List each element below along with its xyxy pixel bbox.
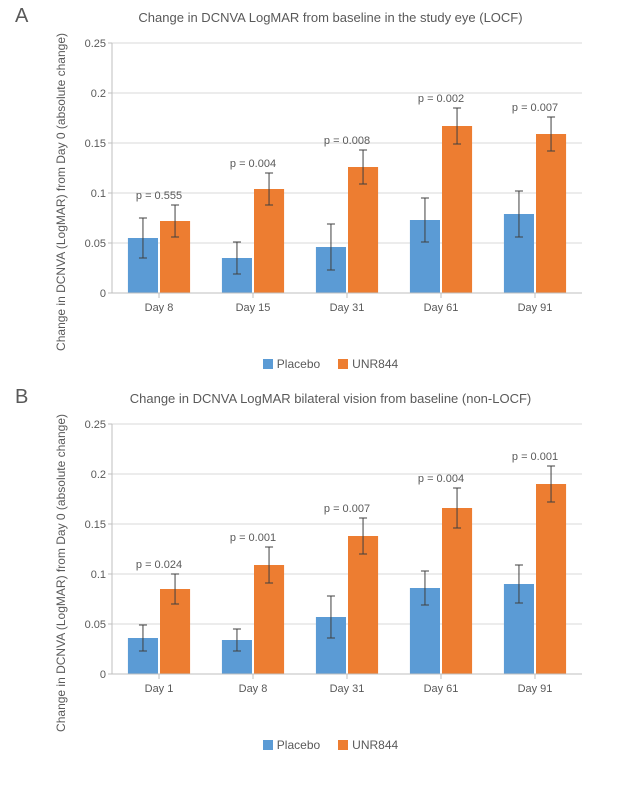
panel-b-chart: 0 0.05 0.1 0.15 0.2 0.25 p = 0.024 Day 1 p = 0.0…: [72, 414, 611, 704]
legend-swatch-unr844: [338, 359, 348, 369]
legend-label-unr844: UNR844: [352, 357, 398, 371]
panel-b: B Change in DCNVA LogMAR bilateral visio…: [0, 381, 631, 762]
svg-text:p = 0.001: p = 0.001: [512, 451, 558, 463]
svg-text:0: 0: [100, 288, 106, 300]
panel-a-chart: 0 0.05 0.1 0.15 0.2 0.25 p = 0.555 Day 8 p = 0.0…: [72, 33, 611, 323]
legend-label-placebo: Placebo: [277, 357, 320, 371]
svg-text:0.25: 0.25: [85, 38, 106, 50]
svg-text:0.2: 0.2: [91, 469, 106, 481]
panel-a-label: A: [15, 5, 28, 28]
svg-text:0: 0: [100, 669, 106, 681]
svg-text:0.1: 0.1: [91, 569, 106, 581]
svg-text:p = 0.001: p = 0.001: [230, 532, 276, 544]
panel-a: A Change in DCNVA LogMAR from baseline i…: [0, 0, 631, 381]
panel-a-ylabel: Change in DCNVA (LogMAR) from Day 0 (abs…: [50, 33, 72, 351]
svg-text:Day 8: Day 8: [239, 683, 268, 695]
legend-unr844: UNR844: [338, 357, 398, 371]
legend-placebo: Placebo: [263, 357, 320, 371]
svg-text:0.1: 0.1: [91, 188, 106, 200]
svg-text:0.05: 0.05: [85, 619, 106, 631]
legend-placebo: Placebo: [263, 738, 320, 752]
svg-text:0.15: 0.15: [85, 138, 106, 150]
legend-swatch-placebo: [263, 359, 273, 369]
svg-text:Day 1: Day 1: [145, 683, 174, 695]
svg-text:Day 91: Day 91: [518, 683, 553, 695]
svg-text:Day 15: Day 15: [236, 302, 271, 314]
svg-text:0.25: 0.25: [85, 419, 106, 431]
legend-swatch-unr844: [338, 740, 348, 750]
svg-text:Day 61: Day 61: [424, 302, 459, 314]
svg-text:Day 31: Day 31: [330, 302, 365, 314]
panel-a-title: Change in DCNVA LogMAR from baseline in …: [50, 10, 611, 25]
legend-unr844: UNR844: [338, 738, 398, 752]
svg-text:p = 0.555: p = 0.555: [136, 190, 182, 202]
svg-text:p = 0.008: p = 0.008: [324, 135, 370, 147]
panel-b-title: Change in DCNVA LogMAR bilateral vision …: [50, 391, 611, 406]
svg-text:0.05: 0.05: [85, 238, 106, 250]
panel-a-legend: Placebo UNR844: [50, 357, 611, 371]
panel-b-label: B: [15, 386, 28, 409]
svg-text:Day 8: Day 8: [145, 302, 174, 314]
legend-swatch-placebo: [263, 740, 273, 750]
svg-text:p = 0.004: p = 0.004: [230, 158, 276, 170]
svg-text:Day 91: Day 91: [518, 302, 553, 314]
svg-text:Day 61: Day 61: [424, 683, 459, 695]
legend-label-unr844: UNR844: [352, 738, 398, 752]
panel-a-chart-wrap: Change in DCNVA (LogMAR) from Day 0 (abs…: [50, 33, 611, 351]
panel-b-legend: Placebo UNR844: [50, 738, 611, 752]
svg-text:p = 0.007: p = 0.007: [324, 503, 370, 515]
svg-text:p = 0.002: p = 0.002: [418, 93, 464, 105]
svg-text:0.2: 0.2: [91, 88, 106, 100]
svg-text:p = 0.024: p = 0.024: [136, 559, 182, 571]
svg-text:0.15: 0.15: [85, 519, 106, 531]
panel-b-chart-wrap: Change in DCNVA (LogMAR) from Day 0 (abs…: [50, 414, 611, 732]
legend-label-placebo: Placebo: [277, 738, 320, 752]
svg-text:Day 31: Day 31: [330, 683, 365, 695]
svg-text:p = 0.004: p = 0.004: [418, 473, 464, 485]
panel-b-ylabel: Change in DCNVA (LogMAR) from Day 0 (abs…: [50, 414, 72, 732]
svg-text:p = 0.007: p = 0.007: [512, 102, 558, 114]
